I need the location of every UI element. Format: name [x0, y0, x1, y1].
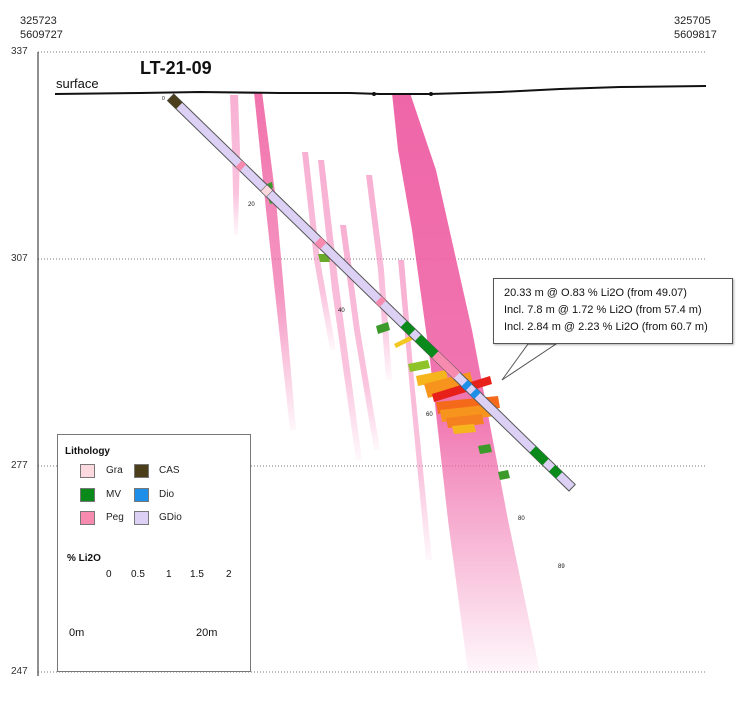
dio-interval — [470, 388, 481, 399]
colorbar-tick-2: 2 — [226, 569, 232, 580]
assay-bar — [498, 470, 510, 480]
depth-label-0: 0 — [162, 96, 165, 102]
depth-label-60: 60 — [426, 412, 433, 418]
depth-label-40: 40 — [338, 308, 345, 314]
right-northing: 5609817 — [674, 29, 717, 41]
legend-label-dio: Dio — [159, 489, 175, 500]
drillhole-id: LT-21-09 — [140, 58, 212, 78]
legend-swatch-gdio — [134, 511, 149, 525]
gra-interval — [260, 184, 274, 198]
peg-dyke-7 — [398, 260, 432, 560]
left-northing: 5609727 — [20, 29, 63, 41]
peg-interval — [432, 351, 460, 379]
elevation-tick-307: 307 — [11, 253, 28, 264]
callout-line-2: Incl. 7.8 m @ 1.72 % Li2O (from 57.4 m) — [504, 304, 702, 316]
colorbar-tick-0-5: 0.5 — [131, 569, 145, 580]
peg-interval — [375, 296, 386, 307]
elevation-tick-337: 337 — [11, 46, 28, 57]
surface-marker-1 — [372, 92, 376, 96]
elevation-tick-277: 277 — [11, 460, 28, 471]
depth-label-89: 89 — [558, 564, 565, 570]
peg-dyke-3 — [302, 152, 336, 350]
assay-bar — [478, 444, 492, 454]
assay-bar — [408, 360, 430, 372]
mv-interval — [400, 320, 416, 336]
colorbar-tick-0: 0 — [106, 569, 112, 580]
legend-label-gdio: GDio — [159, 512, 182, 523]
assay-bar — [452, 424, 476, 434]
depth-label-80: 80 — [518, 516, 525, 522]
callout-pointer — [501, 343, 558, 381]
left-collar-coordinates: 325723 5609727 — [20, 14, 63, 42]
legend-swatch-peg — [80, 511, 95, 525]
dio-interval — [461, 379, 473, 391]
assay-bar — [446, 414, 484, 428]
assay-bar — [432, 376, 492, 402]
surface-label: surface — [56, 76, 99, 91]
legend-swatch-mv — [80, 488, 95, 502]
scalebar-start-label: 0m — [69, 627, 85, 639]
legend-label-peg: Peg — [106, 512, 124, 523]
legend-swatch-cas — [134, 464, 149, 478]
assay-bar — [416, 370, 448, 386]
mv-interval — [548, 465, 563, 479]
right-end-coordinates: 325705 5609817 — [674, 14, 717, 42]
right-easting: 325705 — [674, 15, 711, 27]
scalebar-end-label: 20m — [196, 627, 218, 639]
drillhole-trace — [166, 93, 576, 492]
callout-line-3: Incl. 2.84 m @ 2.23 % Li2O (from 60.7 m) — [504, 321, 708, 333]
legend-swatch-dio — [134, 488, 149, 502]
callout-line-1: 20.33 m @ O.83 % Li2O (from 49.07) — [504, 287, 687, 299]
depth-label-20: 20 — [248, 202, 255, 208]
assay-bar — [376, 322, 390, 334]
colorbar-tick-1-5: 1.5 — [190, 569, 204, 580]
legend-title: Lithology — [65, 446, 110, 457]
cas-interval — [167, 94, 183, 109]
mv-interval — [529, 446, 549, 466]
peg-dyke-6 — [366, 175, 392, 380]
peg-dyke-4 — [318, 160, 362, 460]
legend-label-mv: MV — [106, 489, 121, 500]
peg-interval — [235, 160, 247, 171]
legend-label-gra: Gra — [106, 465, 123, 476]
colorbar-title: % Li2O — [67, 553, 101, 564]
colorbar-tick-1: 1 — [166, 569, 172, 580]
legend-swatch-gra — [80, 464, 95, 478]
intercept-callout: 20.33 m @ O.83 % Li2O (from 49.07) Incl.… — [493, 278, 733, 344]
elevation-tick-247: 247 — [11, 666, 28, 677]
peg-dyke-2 — [254, 92, 296, 430]
mv-interval — [414, 334, 439, 358]
peg-dyke-5 — [340, 225, 380, 450]
topographic-surface — [54, 85, 707, 95]
pegmatite-dykes — [230, 92, 540, 672]
surface-marker-2 — [429, 92, 433, 96]
left-easting: 325723 — [20, 15, 57, 27]
legend-label-cas: CAS — [159, 465, 180, 476]
peg-interval — [314, 237, 327, 250]
